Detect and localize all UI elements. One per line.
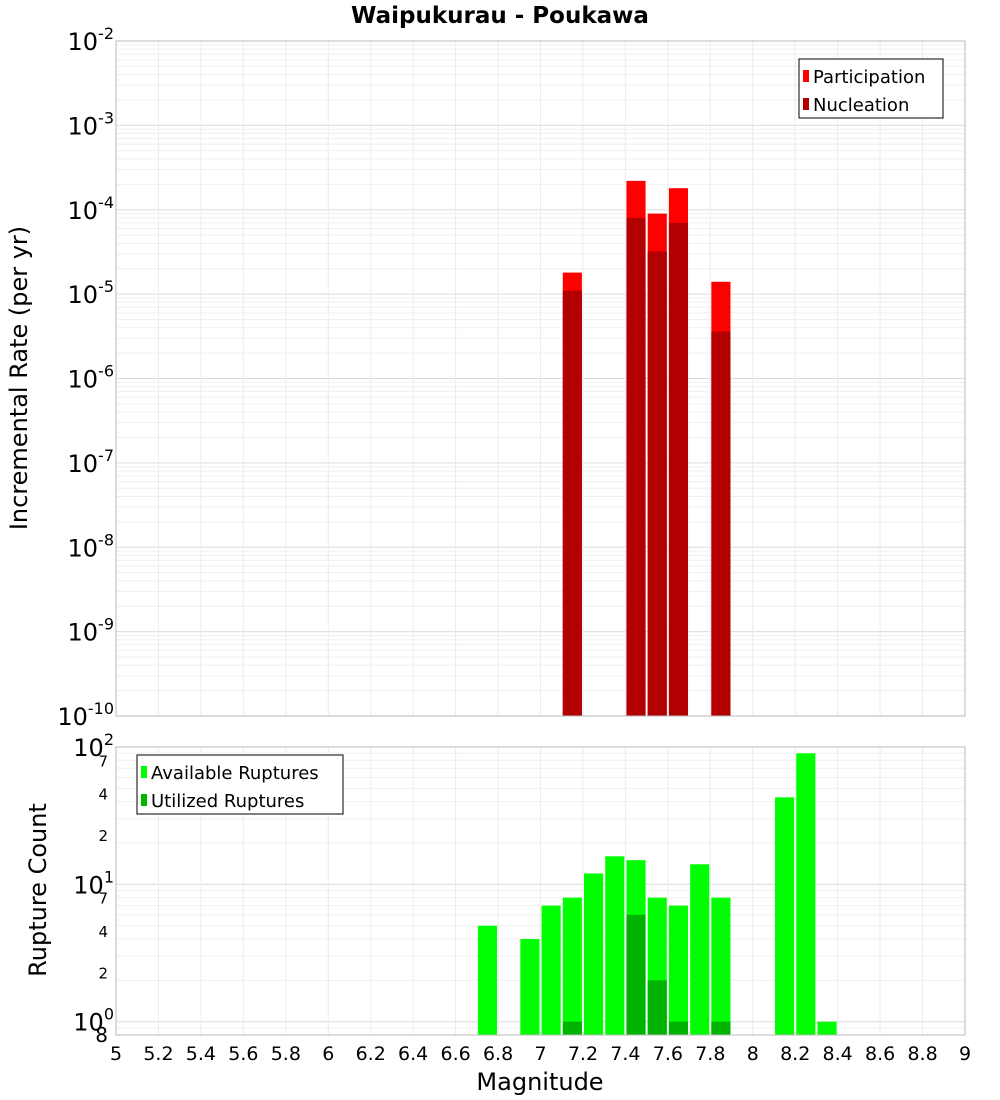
bottom-y-tick-label: 4 xyxy=(98,786,108,804)
top-y-tick-label: 10-2 xyxy=(68,24,115,56)
bottom-bar xyxy=(626,914,646,1035)
bottom-bar xyxy=(796,753,816,1035)
x-tick-label: 7.4 xyxy=(610,1043,640,1065)
x-tick-label: 8.4 xyxy=(823,1043,853,1065)
x-axis-label: Magnitude xyxy=(476,1068,603,1096)
x-tick-label: 7.6 xyxy=(653,1043,683,1065)
bottom-bar xyxy=(605,856,625,1035)
x-tick-label: 6 xyxy=(322,1043,334,1065)
top-y-axis-label: Incremental Rate (per yr) xyxy=(5,226,33,530)
bottom-y-axis-label: Rupture Count xyxy=(24,803,52,977)
bottom-bar xyxy=(562,897,582,1035)
top-legend-label: Nucleation xyxy=(813,95,909,116)
bottom-bar xyxy=(520,939,540,1035)
bottom-y-tick-label: 7 xyxy=(98,890,108,908)
bottom-y-tick-label: 4 xyxy=(98,923,108,941)
bottom-y-tick-label: 7 xyxy=(98,752,108,770)
top-y-tick-label: 10-7 xyxy=(68,446,115,478)
bottom-plot-border xyxy=(115,746,966,1036)
x-tick-label: 5.4 xyxy=(186,1043,216,1065)
x-tick-label: 6.6 xyxy=(440,1043,470,1065)
bottom-bar xyxy=(817,1021,837,1035)
bottom-y-tick-label: 8 xyxy=(95,1023,108,1047)
bottom-series-1 xyxy=(562,914,731,1035)
top-bar xyxy=(711,331,731,716)
x-tick-label: 8.8 xyxy=(907,1043,937,1065)
bottom-bar xyxy=(690,864,710,1035)
top-legend: Participation Nucleation xyxy=(798,58,944,119)
top-legend-swatch xyxy=(803,98,809,110)
top-bar xyxy=(647,251,667,716)
top-y-tick-label: 10-5 xyxy=(68,277,115,309)
top-plot-border xyxy=(115,40,966,717)
top-bar xyxy=(562,290,582,716)
x-tick-label: 9 xyxy=(959,1043,971,1065)
bottom-bar xyxy=(541,905,561,1035)
bottom-legend-label: Utilized Ruptures xyxy=(151,791,304,812)
top-y-ticks: 10-10 10-9 10-8 10-7 10-6 10-5 10-4 10-3 10-2 xyxy=(57,24,114,731)
x-tick-label: 5.2 xyxy=(143,1043,173,1065)
bottom-bar xyxy=(668,905,689,1035)
bottom-bar xyxy=(711,1021,731,1035)
bottom-legend-swatch xyxy=(141,794,147,806)
x-tick-label: 8 xyxy=(747,1043,759,1065)
x-tick-label: 7.2 xyxy=(568,1043,598,1065)
bottom-y-tick-label: 2 xyxy=(98,827,108,845)
bottom-bar xyxy=(562,1021,582,1035)
bottom-y-tick-label: 100 xyxy=(73,1005,114,1037)
top-legend-label: Participation xyxy=(813,67,925,88)
top-y-tick-label: 10-3 xyxy=(68,108,115,140)
x-tick-label: 6.4 xyxy=(398,1043,428,1065)
top-y-tick-label: 10-10 xyxy=(57,699,114,731)
bottom-y-tick-label: 102 xyxy=(73,730,114,762)
bottom-bar xyxy=(775,797,795,1035)
x-ticks: 5 5.2 5.4 5.6 5.8 6 6.2 6.4 6.6 6.8 7 7.2 7.4 7.6 7.8 8… xyxy=(110,1043,971,1065)
x-tick-label: 7 xyxy=(534,1043,546,1065)
bottom-bar xyxy=(584,873,604,1035)
top-grid xyxy=(115,40,966,717)
top-bar xyxy=(626,217,646,716)
x-tick-label: 8.6 xyxy=(865,1043,895,1065)
chart-title: Waipukurau - Poukawa xyxy=(351,3,649,29)
rate-plot: Participation Nucleation 10-10 10-9 10-8 10-7… xyxy=(57,24,966,731)
top-y-tick-label: 10-9 xyxy=(68,615,115,647)
x-tick-label: 5.6 xyxy=(228,1043,258,1065)
x-tick-label: 5.8 xyxy=(271,1043,301,1065)
top-legend-box xyxy=(798,58,944,119)
top-y-tick-label: 10-4 xyxy=(68,193,115,225)
bottom-legend-label: Available Ruptures xyxy=(151,763,319,784)
top-y-tick-label: 10-8 xyxy=(68,530,115,562)
x-tick-label: 8.2 xyxy=(780,1043,810,1065)
x-tick-label: 6.8 xyxy=(483,1043,513,1065)
top-bar xyxy=(668,222,689,716)
top-y-tick-label: 10-6 xyxy=(68,362,115,394)
top-legend-swatch xyxy=(803,70,809,82)
rupture-count-plot: Available Ruptures Utilized Ruptures 100 2 4… xyxy=(73,730,971,1065)
x-tick-label: 6.2 xyxy=(356,1043,386,1065)
bottom-y-tick-label: 101 xyxy=(73,867,114,899)
bottom-bar xyxy=(711,897,731,1035)
top-series-1 xyxy=(562,217,731,716)
bottom-legend: Available Ruptures Utilized Ruptures xyxy=(136,754,344,815)
bottom-bar xyxy=(668,1021,689,1035)
bottom-legend-swatch xyxy=(141,766,147,778)
x-tick-label: 7.8 xyxy=(695,1043,725,1065)
bottom-legend-box xyxy=(136,754,344,815)
bottom-y-tick-label: 2 xyxy=(98,964,108,982)
x-tick-label: 5 xyxy=(110,1043,122,1065)
bottom-bar xyxy=(647,980,667,1035)
bottom-bar xyxy=(477,925,497,1035)
